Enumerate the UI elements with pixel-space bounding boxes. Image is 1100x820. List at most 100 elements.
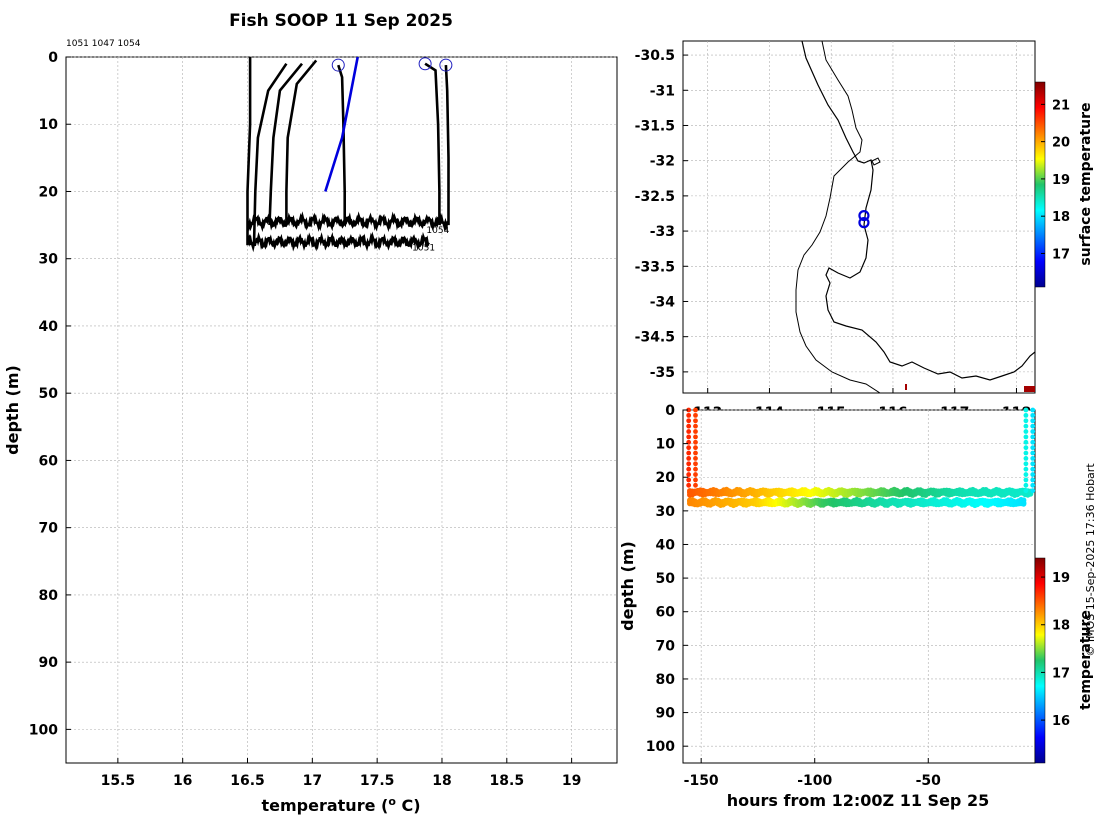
profile-plot: 1054 1051 15.5 16 16.5 17 17.5 18 18.5 19 0 10 20 30…	[3, 39, 618, 815]
temperature-point	[1030, 439, 1036, 445]
profile-xtick-label: 19	[562, 773, 581, 789]
map-ytick-label: -32.5	[635, 189, 675, 205]
temperature-point	[1023, 450, 1029, 456]
temperature-point	[686, 450, 692, 456]
temperature-point	[1030, 418, 1036, 424]
temperature-point	[693, 456, 698, 461]
profile-ytick-label: 70	[39, 521, 59, 537]
temperature-colorbar-ticks: 16 17 18 19	[1041, 571, 1070, 729]
profile-ytick-label: 0	[48, 50, 58, 66]
temperature-point	[686, 407, 692, 413]
temperature-point	[1023, 477, 1029, 483]
temperature-point	[1030, 466, 1036, 472]
map-corner-patch	[1024, 386, 1035, 392]
profile-xtick-label: 16	[173, 773, 192, 789]
depth-time-ytick-label: 90	[656, 706, 676, 722]
depth-time-ylabel: depth (m)	[618, 541, 637, 631]
map-colorbar	[1034, 81, 1046, 288]
temperature-point	[1030, 412, 1036, 418]
depth-time-xtick-label: -100	[797, 773, 832, 789]
map-ytick-label: -34	[650, 294, 676, 310]
temperature-point	[686, 412, 692, 418]
profile-ytick-label: 90	[39, 655, 59, 671]
profile-xtick-label: 18	[432, 773, 451, 789]
depth-time-ytick-label: 0	[665, 403, 675, 419]
map-colorbar-tick-label: 18	[1052, 210, 1070, 225]
temperature-point	[1023, 482, 1029, 488]
depth-time-ytick-label: 100	[646, 739, 675, 755]
temperature-point	[1023, 418, 1029, 424]
temperature-point	[686, 456, 692, 461]
profile-xtick-label: 18.5	[490, 773, 525, 789]
temperature-point	[693, 439, 698, 445]
depth-time-xtick-label: -50	[916, 773, 942, 789]
profile-id-label: 1054	[426, 226, 449, 236]
depth-time-ytick-label: 70	[656, 638, 676, 654]
profile-marks: 1054 1051	[246, 57, 453, 254]
profile-ytick-label: 50	[39, 386, 59, 402]
temperature-colorbar-label: temperature	[1078, 610, 1094, 710]
profile-ylabel: depth (m)	[3, 365, 22, 455]
depth-time-xlabel: hours from 12:00Z 11 Sep 25	[727, 791, 989, 810]
map-grid	[683, 41, 1035, 393]
temperature-point	[1030, 445, 1036, 451]
profile-ytick-label: 10	[39, 117, 59, 133]
temperature-point	[686, 434, 692, 440]
profile-line	[424, 62, 441, 226]
depth-time-ticks: -150 -100 -50 0 10 20 30 40 50 60 70 80 90 100	[646, 403, 941, 789]
profile-header-label: 1051 1047 1054	[66, 39, 141, 49]
map-plot: 113114115116117118-30.5-31-31.5-32-32.5-…	[635, 40, 1094, 421]
profile-id-label: 1051	[412, 244, 435, 254]
temperature-point	[1023, 445, 1029, 451]
coastline-shelf	[795, 41, 881, 393]
profile-xtick-label: 15.5	[101, 773, 136, 789]
profile-ytick-label: 20	[39, 184, 59, 200]
temperature-point	[1023, 461, 1029, 467]
depth-time-ytick-label: 50	[656, 571, 676, 587]
temperature-point	[693, 429, 698, 434]
profile-bottom-trace	[246, 231, 430, 253]
profile-line	[252, 62, 288, 246]
map-ytick-label: -30.5	[635, 48, 675, 64]
profile-surface-marker	[439, 58, 453, 72]
profile-ytick-label: 80	[39, 588, 59, 604]
temperature-point	[686, 472, 692, 477]
depth-time-plot: -150 -100 -50 0 10 20 30 40 50 60 70 80 90 100 hours …	[618, 403, 1094, 810]
temperature-point	[1023, 488, 1029, 494]
temperature-point	[693, 407, 698, 413]
map-ytick-label: -33.5	[635, 259, 675, 275]
temperature-point	[1030, 461, 1036, 467]
temperature-colorbar-tick-label: 18	[1052, 619, 1070, 634]
map-colorbar-tick-label: 20	[1052, 136, 1070, 151]
map-colorbar-ticks: 17 18 19 20 21	[1041, 98, 1070, 262]
map-ytick-label: -33	[650, 224, 675, 240]
profile-line	[324, 57, 359, 192]
temperature-point	[1023, 456, 1029, 461]
depth-time-axes-frame	[682, 409, 1036, 764]
temperature-point	[1023, 412, 1029, 418]
temperature-colorbar-tick-label: 19	[1052, 571, 1070, 586]
map-colorbar-label: surface temperature	[1078, 102, 1094, 265]
temperature-point	[686, 429, 692, 434]
temperature-colorbar	[1034, 557, 1046, 764]
profile-line	[285, 59, 318, 226]
temperature-point	[1023, 407, 1029, 413]
temperature-colorbar-tick-label: 16	[1052, 714, 1070, 729]
profile-line	[268, 62, 304, 226]
temperature-point	[1030, 456, 1036, 461]
credit-text: © IMOS 15-Sep-2025 17:36 Hobart	[1084, 463, 1097, 657]
profile-ytick-label: 60	[39, 453, 59, 469]
profile-axes-frame	[65, 56, 618, 764]
profile-line	[444, 65, 450, 226]
map-ytick-label: -34.5	[635, 330, 675, 346]
profile-bottom-trace	[246, 211, 449, 233]
temperature-point	[686, 423, 692, 429]
map-colorbar-tick-label: 19	[1052, 173, 1070, 188]
map-edge-patch	[905, 384, 907, 390]
temperature-point	[1030, 450, 1036, 456]
temperature-point	[1030, 434, 1036, 440]
map-colorbar-tick-label: 21	[1052, 98, 1070, 113]
temperature-point	[1030, 482, 1036, 488]
temperature-point	[693, 472, 698, 477]
temperature-point	[686, 466, 692, 472]
